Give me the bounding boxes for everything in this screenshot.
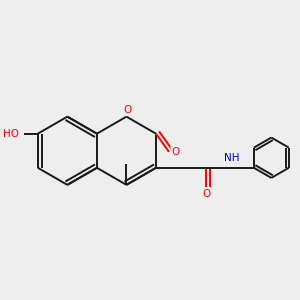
Text: O: O [202, 189, 211, 199]
Text: O: O [124, 105, 132, 115]
Text: NH: NH [224, 153, 239, 163]
Text: O: O [171, 147, 180, 157]
Text: HO: HO [2, 129, 19, 139]
